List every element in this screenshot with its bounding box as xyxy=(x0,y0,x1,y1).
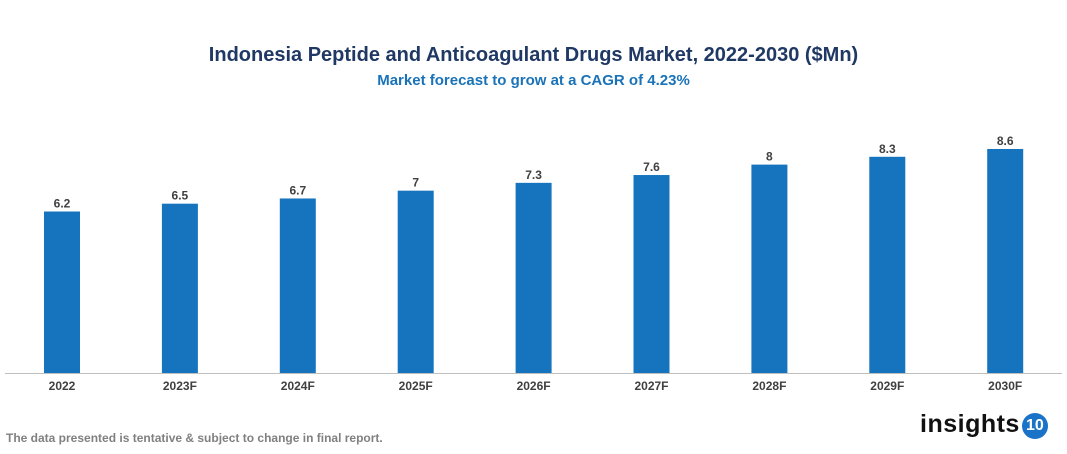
bar xyxy=(161,203,198,373)
x-tick-label: 2023F xyxy=(163,379,197,393)
bar xyxy=(515,182,552,373)
bar xyxy=(751,164,788,373)
x-tick-label: 2028F xyxy=(752,379,786,393)
x-tick-label: 2027F xyxy=(634,379,668,393)
x-tick-label: 2022 xyxy=(49,379,76,393)
data-label: 7.6 xyxy=(643,160,660,174)
bar xyxy=(869,156,906,373)
data-label: 8.3 xyxy=(879,142,896,156)
x-tick-label: 2030F xyxy=(988,379,1022,393)
x-tick-label: 2024F xyxy=(281,379,315,393)
bar xyxy=(633,175,670,373)
data-label: 6.2 xyxy=(54,197,71,211)
bar xyxy=(44,211,80,373)
x-tick-label: 2025F xyxy=(399,379,433,393)
data-label: 7 xyxy=(412,176,419,190)
footnote: The data presented is tentative & subjec… xyxy=(6,431,383,445)
insights10-logo: insights 10 xyxy=(920,410,1048,439)
bar xyxy=(279,198,316,373)
x-tick-label: 2029F xyxy=(870,379,904,393)
logo-badge: 10 xyxy=(1021,413,1048,439)
bar-chart: 6.2 2022 6.5 2023F 6.7 2024F 7 2025F 7.3 2026F 7.6… xyxy=(5,134,1062,393)
chart-subtitle: Market forecast to grow at a CAGR of 4.2… xyxy=(377,72,690,89)
x-tick-label: 2026F xyxy=(517,379,551,393)
bar xyxy=(397,190,434,373)
data-label: 6.5 xyxy=(172,189,189,203)
bar xyxy=(987,148,1024,373)
logo-text: insights xyxy=(920,410,1020,438)
data-label: 7.3 xyxy=(525,168,542,182)
chart-title: Indonesia Peptide and Anticoagulant Drug… xyxy=(208,44,859,66)
data-label: 6.7 xyxy=(289,183,306,197)
data-label: 8.6 xyxy=(997,134,1014,148)
data-label: 8 xyxy=(766,150,773,164)
